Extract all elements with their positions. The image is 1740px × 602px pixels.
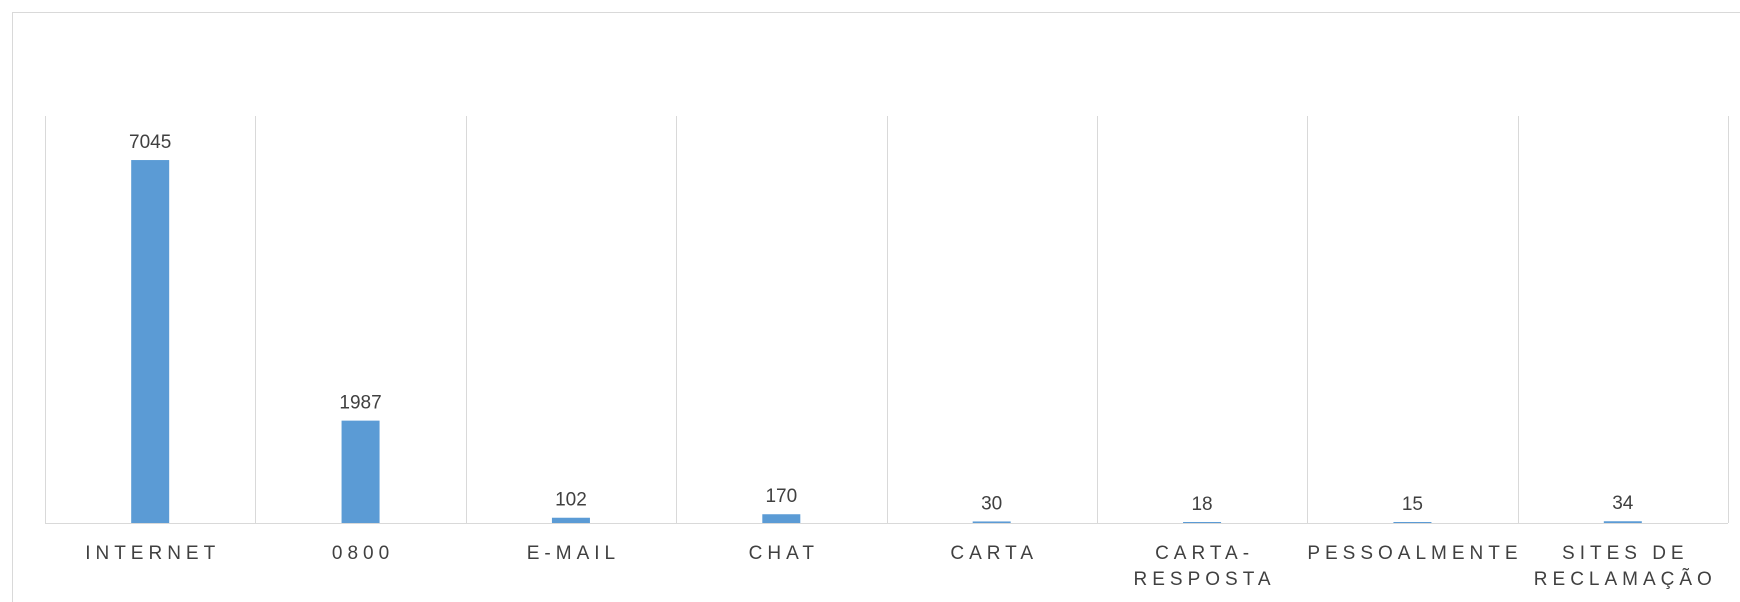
bar (1393, 522, 1432, 523)
chart-frame (12, 12, 1740, 602)
category-label: CARTA (950, 543, 1038, 564)
category-label: PESSOALMENTE (1307, 543, 1522, 564)
bar (1603, 521, 1642, 523)
bar (341, 420, 380, 523)
data-label: 15 (1402, 494, 1423, 515)
bar (1183, 522, 1222, 523)
data-label: 7045 (129, 132, 171, 153)
bar (972, 521, 1011, 523)
category-label: CHAT (749, 543, 819, 564)
gridlines (45, 116, 1729, 524)
category-label: 0800 (332, 543, 394, 564)
data-label: 170 (765, 486, 797, 507)
data-label: 34 (1612, 493, 1634, 514)
bars (131, 160, 1642, 523)
bar (762, 514, 801, 523)
category-label: RESPOSTA (1134, 569, 1276, 590)
data-labels: 7045 1987 102 170 30 18 15 34 (129, 132, 1634, 515)
data-label: 18 (1191, 494, 1212, 515)
data-label: 1987 (339, 393, 381, 414)
category-label: E-MAIL (527, 543, 620, 564)
category-label: CARTA- (1155, 543, 1254, 564)
bar (131, 160, 170, 523)
category-label: INTERNET (85, 543, 220, 564)
data-label: 30 (981, 493, 1002, 514)
category-label: SITES DE (1562, 543, 1689, 564)
category-labels: INTERNET 0800 E-MAIL CHAT CARTA CARTA- RESPOST… (85, 543, 1717, 590)
category-label: RECLAMAÇÃO (1534, 568, 1717, 590)
bar (551, 517, 590, 523)
data-label: 102 (555, 490, 587, 511)
